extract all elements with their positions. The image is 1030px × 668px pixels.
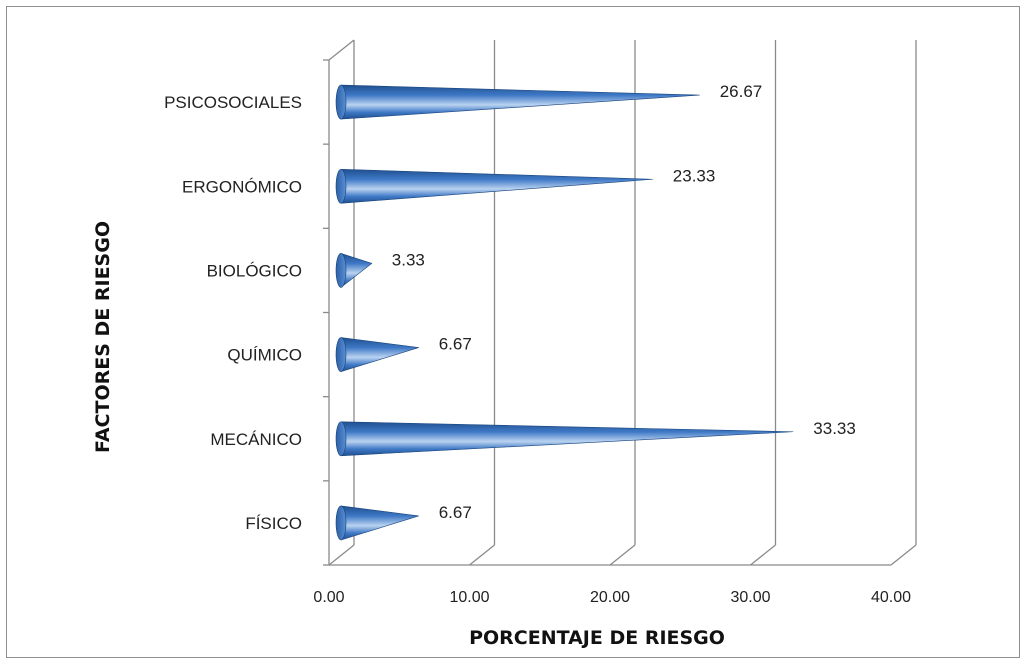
bar-3 — [340, 337, 419, 372]
y-tick-label-2: BIOLÓGICO — [207, 261, 302, 280]
y-tick-label-4: MECÁNICO — [210, 430, 302, 449]
bar-4 — [340, 421, 794, 457]
floor-connector-3 — [750, 544, 776, 566]
y-tick-label-3: QUÍMICO — [227, 346, 302, 365]
y-axis-title: FACTORES DE RIESGO — [92, 221, 114, 453]
y-axis-top-connector — [328, 39, 355, 61]
bar-0 — [340, 84, 700, 120]
data-label-3: 6.67 — [439, 335, 472, 354]
bar-base-4 — [335, 421, 347, 457]
data-label-4: 33.33 — [813, 419, 856, 438]
chart-frame — [6, 6, 1020, 658]
y-tick-label-1: ERGONÓMICO — [182, 177, 302, 196]
bar-5 — [340, 505, 419, 541]
data-label-0: 26.67 — [720, 82, 763, 101]
bar-1 — [340, 168, 653, 204]
bar-base-3 — [335, 337, 347, 372]
gridlines — [328, 40, 917, 566]
x-tick-label-4: 40.00 — [871, 589, 911, 606]
data-labels: 0.00 10.00 20.00 30.00 40.00 PSICOSOCIALES 26.… — [164, 82, 911, 606]
bar-base-0 — [335, 84, 347, 120]
x-tick-label-1: 10.00 — [449, 589, 489, 606]
x-tick-label-3: 30.00 — [730, 589, 770, 606]
bar-base-2 — [335, 253, 347, 288]
floor-connector-1 — [469, 544, 495, 566]
y-tick-label-5: FÍSICO — [245, 514, 302, 533]
x-tick-label-0: 0.00 — [313, 589, 344, 606]
axes — [323, 39, 891, 566]
bars — [335, 84, 794, 541]
x-axis-title: PORCENTAJE DE RIESGO — [469, 627, 725, 649]
y-tick-label-0: PSICOSOCIALES — [164, 93, 302, 112]
data-label-1: 23.33 — [673, 166, 716, 185]
bar-base-1 — [335, 168, 347, 204]
floor-connector-0 — [328, 544, 355, 566]
floor-connector-2 — [609, 544, 636, 566]
data-label-5: 6.67 — [439, 503, 472, 522]
x-tick-label-2: 20.00 — [590, 589, 630, 606]
bar-base-5 — [335, 505, 347, 541]
data-label-2: 3.33 — [392, 250, 425, 269]
floor-connector-4 — [890, 544, 917, 566]
